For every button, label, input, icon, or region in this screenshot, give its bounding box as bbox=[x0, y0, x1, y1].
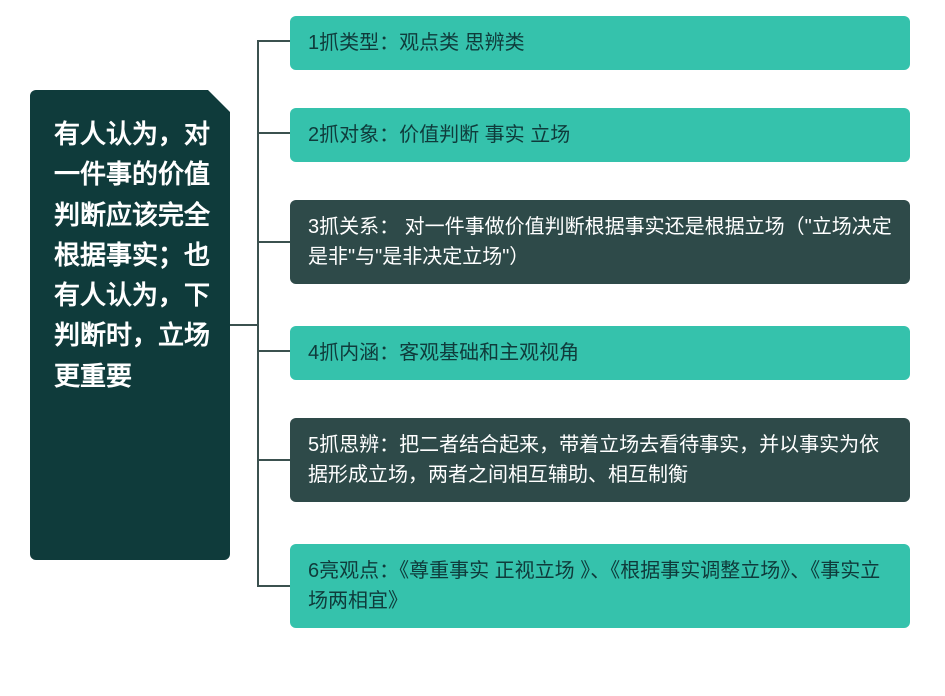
connector-branch-2 bbox=[257, 132, 290, 134]
connector-branch-4 bbox=[257, 350, 290, 352]
root-node-text: 有人认为，对一件事的价值判断应该完全根据事实；也有人认为，下判断时，立场更重要 bbox=[54, 114, 210, 396]
child-node-text: 1抓类型：观点类 思辨类 bbox=[308, 28, 892, 58]
child-node-text: 6亮观点：《尊重事实 正视立场 》、《根据事实调整立场》、《事实立场两相宜》 bbox=[308, 556, 892, 616]
connector-branch-3 bbox=[257, 241, 290, 243]
child-node-1: 1抓类型：观点类 思辨类 bbox=[290, 16, 910, 70]
connector-branch-6 bbox=[257, 585, 290, 587]
child-node-3: 3抓关系： 对一件事做价值判断根据事实还是根据立场（"立场决定是非"与"是非决定… bbox=[290, 200, 910, 284]
child-node-text: 4抓内涵：客观基础和主观视角 bbox=[308, 338, 892, 368]
child-node-text: 3抓关系： 对一件事做价值判断根据事实还是根据立场（"立场决定是非"与"是非决定… bbox=[308, 212, 892, 272]
connector-branch-1 bbox=[257, 40, 290, 42]
root-node: 有人认为，对一件事的价值判断应该完全根据事实；也有人认为，下判断时，立场更重要 bbox=[30, 90, 230, 560]
connector-trunk bbox=[257, 41, 259, 586]
child-node-4: 4抓内涵：客观基础和主观视角 bbox=[290, 326, 910, 380]
child-node-6: 6亮观点：《尊重事实 正视立场 》、《根据事实调整立场》、《事实立场两相宜》 bbox=[290, 544, 910, 628]
connector-branch-5 bbox=[257, 459, 290, 461]
child-node-5: 5抓思辨：把二者结合起来，带着立场去看待事实，并以事实为依据形成立场，两者之间相… bbox=[290, 418, 910, 502]
root-fold-corner bbox=[208, 90, 230, 112]
connector-root-stub bbox=[230, 324, 258, 326]
child-node-2: 2抓对象：价值判断 事实 立场 bbox=[290, 108, 910, 162]
child-node-text: 2抓对象：价值判断 事实 立场 bbox=[308, 120, 892, 150]
child-node-text: 5抓思辨：把二者结合起来，带着立场去看待事实，并以事实为依据形成立场，两者之间相… bbox=[308, 430, 892, 490]
